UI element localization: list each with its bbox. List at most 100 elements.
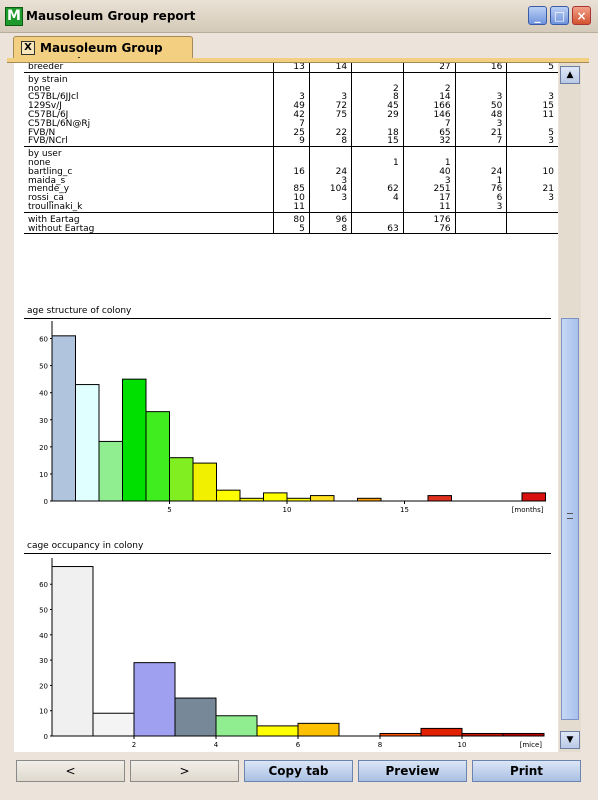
- close-window-button[interactable]: ×: [572, 6, 591, 25]
- maximize-button[interactable]: □: [550, 6, 569, 25]
- chart-bar: [75, 384, 100, 502]
- table-cell: 3: [548, 193, 554, 204]
- table-cell: 176: [403, 212, 456, 225]
- table-cell: 75: [309, 111, 353, 120]
- table-cell: 45: [351, 102, 404, 111]
- chart-bar: [256, 725, 299, 737]
- x-axis-label: [mice]: [520, 741, 543, 749]
- table-cell: 49: [273, 102, 310, 111]
- row-label: 129Sv/J: [24, 102, 275, 111]
- copy-tab-button[interactable]: Copy tab: [244, 760, 353, 782]
- table-cell: [351, 119, 404, 129]
- table-cell: [273, 84, 310, 94]
- table-cell: 96: [309, 212, 353, 225]
- table-cell: 3: [506, 137, 558, 148]
- y-tick-label: 0: [44, 498, 48, 506]
- tab-close-icon[interactable]: X: [21, 41, 35, 55]
- table-row: C57BL/6J 42 75 29 146 48 11: [24, 111, 558, 120]
- x-tick-label: 10: [458, 741, 467, 749]
- table-row: mende_y 85 104 62 251 76 21: [24, 185, 558, 195]
- row-label: mende_y: [24, 185, 275, 195]
- row-label: none: [24, 84, 275, 94]
- table-cell: 85: [273, 185, 310, 195]
- row-label: by strain: [24, 72, 275, 85]
- tab-strip: [7, 58, 589, 63]
- chart-bar: [133, 662, 176, 737]
- chart-bar: [145, 411, 170, 502]
- scroll-up-button[interactable]: ▲: [560, 66, 580, 84]
- table-cell: 2: [351, 84, 404, 94]
- y-tick-label: 10: [39, 471, 48, 479]
- row-label: C57BL/6J: [24, 111, 275, 120]
- table-cell: 27: [403, 63, 456, 73]
- table-row: rossi_ca 10 3 4 17 6 3: [24, 194, 558, 203]
- tab-report[interactable]: X Mausoleum Group report: [13, 36, 193, 69]
- table-cell: 1: [403, 159, 456, 168]
- x-tick-label: 4: [214, 741, 219, 749]
- table-cell: 24: [309, 167, 353, 177]
- table-cell: 5: [548, 127, 554, 138]
- table-cell: 104: [309, 185, 353, 195]
- minimize-button[interactable]: _: [528, 6, 547, 25]
- y-tick-label: 40: [39, 632, 48, 640]
- preview-button[interactable]: Preview: [358, 760, 467, 782]
- table-cell: [351, 72, 404, 85]
- window-title: Mausoleum Group report: [26, 9, 196, 23]
- next-button[interactable]: >: [130, 760, 239, 782]
- y-tick-label: 30: [39, 417, 48, 425]
- app-icon: M: [5, 7, 23, 26]
- table-cell: [403, 146, 456, 159]
- row-label: rossi_ca: [24, 194, 275, 203]
- table-cell: 10: [542, 166, 554, 177]
- y-tick-label: 20: [39, 444, 48, 452]
- table-cell: [506, 224, 558, 235]
- table-cell: 16: [455, 63, 508, 73]
- table-cell: 40: [403, 167, 456, 177]
- table-row: bartling_c 16 24 40 24 10: [24, 166, 558, 177]
- table-cell: [351, 63, 404, 73]
- chart-bar: [51, 566, 94, 737]
- row-label: breeder: [24, 63, 275, 73]
- row-label: by user: [24, 146, 275, 159]
- scroll-down-button[interactable]: ▼: [560, 731, 580, 749]
- table-cell: 8: [351, 93, 404, 103]
- table-row: with Eartag 80 96 176: [24, 212, 558, 225]
- y-tick-label: 0: [44, 733, 48, 741]
- cage-chart-divider: [24, 553, 551, 554]
- table-cell: 3: [309, 194, 353, 203]
- previous-button[interactable]: <: [16, 760, 125, 782]
- row-label: with Eartag: [24, 212, 275, 225]
- table-cell: 1: [351, 159, 404, 168]
- print-button[interactable]: Print: [472, 760, 581, 782]
- x-tick-label: 5: [167, 506, 171, 514]
- table-cell: [309, 146, 353, 159]
- vertical-scrollbar[interactable]: ▲ ▼: [559, 63, 581, 752]
- table-cell: 3: [548, 92, 554, 103]
- table-cell: 22: [309, 128, 353, 138]
- scroll-thumb[interactable]: [561, 318, 579, 720]
- x-tick-label: 8: [378, 741, 382, 749]
- chart-bar: [216, 489, 241, 502]
- table-cell: [273, 146, 310, 159]
- table-cell: [309, 202, 353, 213]
- row-label: bartling_c: [24, 167, 275, 177]
- table-cell: 42: [273, 111, 310, 120]
- table-cell: 48: [455, 111, 508, 120]
- table-cell: 5: [506, 63, 558, 73]
- row-label: troullinaki_k: [24, 202, 275, 213]
- chart-bar: [92, 712, 135, 737]
- table-cell: 3: [309, 176, 353, 186]
- table-cell: [351, 146, 404, 159]
- row-label: C57BL/6N@Rj: [24, 119, 275, 129]
- y-tick-label: 50: [39, 363, 48, 371]
- table-row: maida_s 3 3 1: [24, 176, 558, 186]
- table-cell: [455, 72, 508, 85]
- table-cell: [455, 158, 508, 168]
- table-cell: 21: [455, 128, 508, 138]
- chart-bar: [239, 497, 264, 502]
- table-cell: [309, 158, 353, 168]
- chart-bar: [357, 497, 382, 502]
- table-cell: 62: [351, 185, 404, 195]
- table-cell: 7: [455, 137, 508, 148]
- age-chart-divider: [24, 318, 551, 319]
